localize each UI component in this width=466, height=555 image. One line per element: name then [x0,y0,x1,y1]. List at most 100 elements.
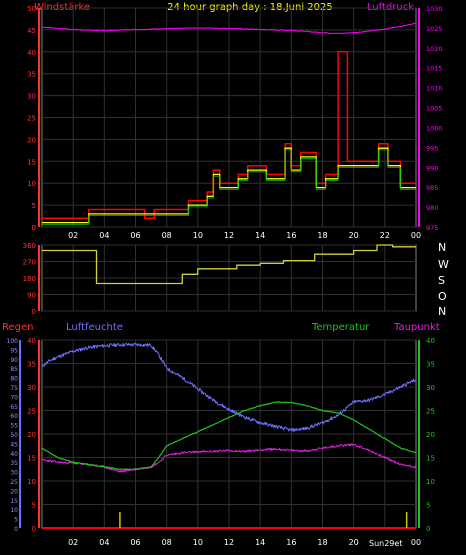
wind-direction-line [42,244,416,285]
temperature-axis-tick-label: 0 [426,525,430,533]
temperature-axis-tick-label: 5 [426,502,430,510]
direction-letter-n-top: N [438,241,446,254]
direction-letter-o: O [438,290,447,303]
humidity-axis-tick-label: 20 [27,431,36,439]
wind-axis-tick-label: 40 [27,49,36,57]
rain-axis-tick-label: 90 [10,357,18,364]
pressure-axis-tick-label: 985 [426,184,438,192]
wind-axis-tick-label: 35 [27,71,36,79]
humidity-line [41,342,417,433]
pressure-axis-tick-label: 980 [426,204,438,212]
temperature-axis-tick-label: 15 [426,455,435,463]
humidity-panel-x-tick-label: 04 [99,538,109,547]
wind-panel-x-tick-label: 18 [317,231,327,240]
temperature-axis-tick-label: 20 [426,431,435,439]
humidity-axis-tick-label: 10 [27,478,36,486]
temperature-axis-tick-label: 40 [426,337,435,345]
humidity-axis-tick-label: 40 [27,337,36,345]
rain-axis-tick-label: 0 [14,526,18,533]
humidity-axis-tick-label: 0 [32,525,36,533]
humidity-panel-x-tick-label: 14 [255,538,265,547]
humidity-panel-x-tick-label: 02 [68,538,78,547]
wind-panel-x-tick-label: 08 [162,231,172,240]
rain-axis-tick-label: 10 [10,507,18,514]
wind-panel-x-tick-label: 22 [380,231,390,240]
temperature-axis-tick-label: 10 [426,478,435,486]
rain-axis-tick-label: 85 [10,366,18,373]
pressure-axis-tick-label: 1010 [426,85,443,93]
wind-axis-tick-label: 30 [27,93,36,101]
rain-axis-tick-label: 50 [10,432,18,439]
rain-axis-tick-label: 55 [10,423,18,430]
temperature-axis-title: Temperatur [311,322,370,333]
pressure-line [42,22,416,35]
rain-axis-tick-label: 15 [10,498,18,505]
wind-panel-x-tick-label: 14 [255,231,265,240]
humidity-panel-x-tick-label: 08 [162,538,172,547]
temperature-line [41,401,417,471]
direction-axis-tick-label: 360 [23,242,36,250]
pressure-axis-tick-label: 1030 [426,5,443,13]
wind-panel-x-tick-label: 20 [349,231,359,240]
rain-axis-tick-label: 45 [10,441,18,448]
wind-axis-tick-label: 25 [27,115,36,123]
rain-axis-title: Regen [2,322,34,333]
pressure-axis-tick-label: 995 [426,144,438,152]
rain-axis-tick-label: 100 [7,338,19,345]
temperature-axis-tick-label: 30 [426,384,435,392]
wind-panel-x-tick-label: 00 [411,231,421,240]
humidity-panel-x-tick-label: 10 [193,538,203,547]
direction-letter-s: S [438,274,445,287]
humidity-axis-tick-label: 35 [27,361,36,369]
humidity-axis-tick-label: 5 [32,502,36,510]
humidity-panel-x-tick-label: 06 [130,538,140,547]
temperature-axis-tick-label: 35 [426,361,435,369]
direction-axis-tick-label: 180 [23,275,36,283]
humidity-axis-tick-label: 25 [27,408,36,416]
rain-axis-tick-label: 30 [10,470,18,477]
sun-marker-label: Sun29et [369,539,402,548]
wind-average-shadow-line [42,149,416,225]
direction-letter-w: W [438,258,449,271]
pressure-axis-tick-label: 1000 [426,124,443,132]
humidity-panel-x-tick-label: 16 [286,538,296,547]
direction-letter-n-bottom: N [438,305,446,318]
rain-axis-tick-label: 5 [14,517,18,524]
direction-axis-tick-label: 90 [27,292,36,300]
humidity-axis-tick-label: 15 [27,455,36,463]
wind-panel-x-tick-label: 02 [68,231,78,240]
pressure-axis-tick-label: 1020 [426,45,443,53]
rain-axis-tick-label: 70 [10,394,18,401]
wind-axis-tick-label: 0 [32,224,36,232]
humidity-axis-tick-label: 30 [27,384,36,392]
humidity-panel-x-tick-label: 20 [349,538,359,547]
pressure-axis-tick-label: 1005 [426,105,443,113]
humidity-panel-x-tick-label: 12 [224,538,234,547]
humidity-panel-x-tick-label: 18 [317,538,327,547]
rain-axis-tick-label: 40 [10,451,18,458]
wind-axis-tick-label: 50 [27,5,36,13]
pressure-axis-tick-label: 1015 [426,65,443,73]
rain-axis-tick-label: 35 [10,460,18,467]
direction-axis-tick-label: 0 [32,308,36,316]
wind-axis-tick-label: 20 [27,136,36,144]
rain-axis-tick-label: 75 [10,385,18,392]
humidity-panel-x-tick-label: 00 [411,538,421,547]
wind-panel-x-tick-label: 16 [286,231,296,240]
humidity-axis-title: Luftfeuchte [66,322,123,333]
wind-axis-tick-label: 15 [27,158,36,166]
direction-axis-tick-label: 270 [23,259,36,267]
wind-panel-x-tick-label: 10 [193,231,203,240]
wind-panel-x-tick-label: 06 [130,231,140,240]
rain-axis-tick-label: 60 [10,413,18,420]
wind-axis-tick-label: 5 [32,202,36,210]
temperature-axis-tick-label: 25 [426,408,435,416]
pressure-axis-tick-label: 1025 [426,25,443,33]
rain-axis-tick-label: 65 [10,404,18,411]
pressure-axis-tick-label: 990 [426,164,438,172]
rain-axis-tick-label: 80 [10,376,18,383]
dewpoint-axis-title: Taupunkt [393,322,440,333]
rain-axis-tick-label: 20 [10,488,18,495]
